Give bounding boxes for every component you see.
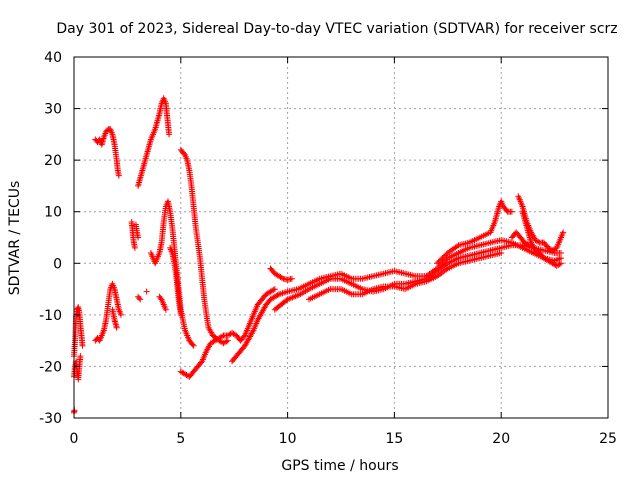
data-point	[508, 208, 515, 215]
grid	[74, 57, 608, 418]
axis-ticks: 0 5 10 15 20 25 -30 -20 -10 0 10 20 30 40	[39, 50, 617, 447]
data-point	[162, 306, 169, 313]
data-point	[438, 261, 445, 268]
data-point	[157, 295, 164, 302]
data-point	[190, 342, 197, 349]
data-point	[131, 244, 138, 251]
data-point	[278, 274, 285, 281]
data-point	[77, 353, 84, 360]
data-point	[439, 260, 446, 267]
x-tick-label: 0	[70, 431, 79, 447]
data-point	[223, 338, 230, 345]
data-point	[535, 238, 542, 245]
data-point	[524, 241, 531, 248]
data-point	[113, 324, 120, 331]
y-tick-label: 30	[44, 102, 62, 118]
series-sdtvar	[71, 95, 567, 416]
data-point	[558, 260, 565, 267]
data-point	[270, 286, 277, 293]
data-point	[115, 172, 122, 179]
data-point	[556, 261, 563, 268]
x-tick-label: 20	[492, 431, 510, 447]
data-point	[440, 253, 447, 260]
data-point	[443, 256, 450, 263]
data-point	[189, 341, 196, 348]
data-point	[274, 292, 281, 299]
data-point	[219, 333, 226, 340]
x-tick-label: 25	[599, 431, 617, 447]
data-point	[436, 257, 443, 264]
data-point	[136, 295, 143, 302]
data-point	[137, 296, 144, 303]
data-point	[438, 256, 445, 263]
data-point	[560, 229, 567, 236]
data-point	[79, 342, 86, 349]
data-point	[440, 258, 447, 265]
x-tick-label: 15	[385, 431, 403, 447]
data-point	[435, 264, 442, 271]
data-point	[240, 333, 247, 340]
y-axis-label: SDTVAR / TECUs	[7, 181, 23, 296]
y-tick-label: 20	[44, 153, 62, 169]
data-point	[442, 257, 449, 264]
y-tick-label: -10	[39, 308, 62, 324]
plot-area	[71, 95, 567, 416]
data-point	[434, 260, 441, 267]
data-point	[435, 258, 442, 265]
chart-title: Day 301 of 2023, Sidereal Day-to-day VTE…	[56, 21, 617, 37]
y-tick-label: -30	[39, 411, 62, 427]
data-point	[442, 252, 449, 259]
data-point	[177, 311, 184, 318]
y-tick-label: 40	[44, 50, 62, 66]
data-point	[271, 286, 278, 293]
data-point	[198, 359, 205, 366]
data-point	[135, 234, 142, 241]
data-point	[288, 275, 295, 282]
y-tick-label: -20	[39, 359, 62, 375]
data-point	[143, 288, 150, 295]
data-point	[181, 150, 188, 157]
data-point	[558, 249, 565, 256]
y-tick-label: 0	[53, 256, 62, 272]
data-point	[525, 242, 532, 249]
plot-frame	[73, 56, 609, 419]
y-tick-label: 10	[44, 205, 62, 221]
data-point	[498, 249, 505, 256]
data-point	[439, 255, 446, 262]
data-point	[558, 255, 565, 262]
data-point	[224, 337, 231, 344]
x-tick-label: 10	[279, 431, 297, 447]
data-point	[117, 311, 124, 318]
data-point	[166, 131, 173, 138]
x-axis-label: GPS time / hours	[281, 458, 398, 474]
x-tick-label: 5	[176, 431, 185, 447]
data-point	[436, 262, 443, 269]
data-point	[434, 265, 441, 272]
